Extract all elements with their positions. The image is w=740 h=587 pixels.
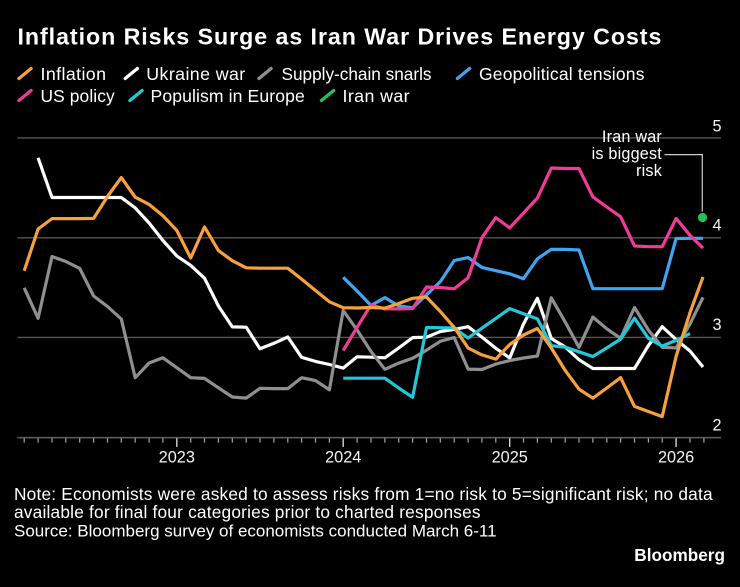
svg-text:Ukraine war: Ukraine war bbox=[146, 64, 245, 84]
svg-text:Note: Economists were asked to: Note: Economists were asked to assess ri… bbox=[14, 484, 713, 504]
svg-text:2024: 2024 bbox=[325, 449, 361, 467]
svg-text:2025: 2025 bbox=[492, 449, 528, 467]
svg-text:4: 4 bbox=[712, 217, 721, 235]
svg-text:Supply-chain snarls: Supply-chain snarls bbox=[282, 64, 432, 84]
svg-text:Populism in Europe: Populism in Europe bbox=[151, 86, 305, 106]
svg-text:Inflation Risks Surge as Iran: Inflation Risks Surge as Iran War Drives… bbox=[18, 24, 663, 50]
svg-text:2: 2 bbox=[712, 416, 721, 434]
svg-text:2026: 2026 bbox=[658, 449, 694, 467]
svg-text:risk: risk bbox=[636, 162, 663, 180]
svg-text:Iran war: Iran war bbox=[343, 86, 410, 106]
svg-text:Source: Bloomberg survey of ec: Source: Bloomberg survey of economists c… bbox=[14, 521, 497, 540]
svg-text:is biggest: is biggest bbox=[592, 145, 663, 163]
svg-text:Bloomberg: Bloomberg bbox=[634, 545, 725, 565]
svg-text:2023: 2023 bbox=[159, 449, 195, 467]
svg-text:3: 3 bbox=[712, 316, 721, 334]
svg-text:US policy: US policy bbox=[41, 86, 116, 106]
svg-text:5: 5 bbox=[712, 118, 721, 136]
svg-text:available for final four categ: available for final four categories prio… bbox=[14, 502, 481, 522]
svg-text:Geopolitical tensions: Geopolitical tensions bbox=[479, 64, 645, 84]
svg-text:Iran war: Iran war bbox=[602, 128, 662, 146]
svg-text:Inflation: Inflation bbox=[41, 64, 107, 84]
